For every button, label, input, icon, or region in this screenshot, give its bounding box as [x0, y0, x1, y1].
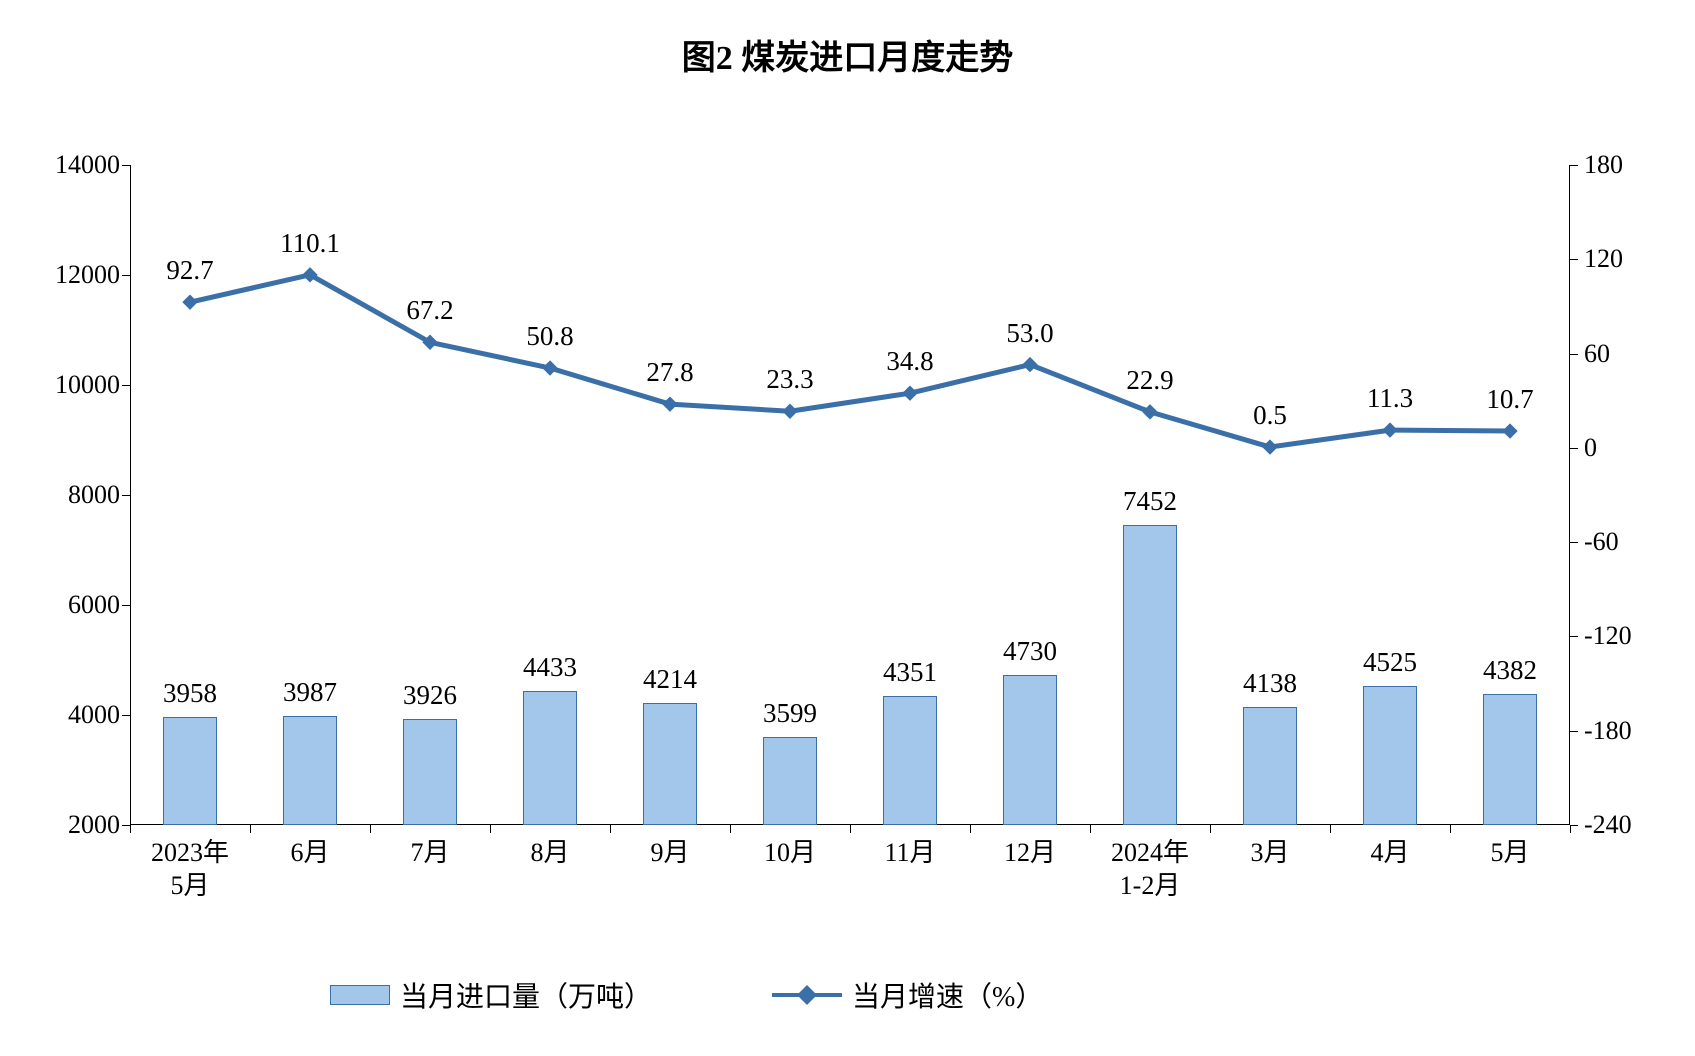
- x-tick: [610, 825, 611, 833]
- y-right-tick-label: -240: [1584, 810, 1684, 840]
- x-tick: [250, 825, 251, 833]
- y-left-tick-label: 4000: [20, 700, 120, 730]
- x-tick-label: 6月: [250, 837, 370, 870]
- x-tick: [1090, 825, 1091, 833]
- y-right-tick-label: 0: [1584, 433, 1684, 463]
- y-right-tick: [1570, 825, 1578, 826]
- line-marker: [1263, 440, 1277, 454]
- x-tick: [370, 825, 371, 833]
- y-right-tick: [1570, 259, 1578, 260]
- x-tick: [1570, 825, 1571, 833]
- line-value-label: 11.3: [1367, 383, 1413, 414]
- y-right-tick: [1570, 448, 1578, 449]
- y-right-tick-label: 60: [1584, 339, 1684, 369]
- line-value-label: 27.8: [646, 357, 693, 388]
- plot-area: 2000400060008000100001200014000-240-180-…: [130, 165, 1570, 825]
- line-value-label: 67.2: [406, 295, 453, 326]
- x-tick: [130, 825, 131, 833]
- line-series: [130, 165, 1570, 825]
- y-left-tick: [122, 495, 130, 496]
- line-marker: [1503, 424, 1517, 438]
- line-value-label: 23.3: [766, 364, 813, 395]
- line-path: [190, 275, 1510, 447]
- y-left-tick-label: 6000: [20, 590, 120, 620]
- y-right-tick-label: -120: [1584, 621, 1684, 651]
- y-right-tick: [1570, 165, 1578, 166]
- line-marker: [663, 397, 677, 411]
- y-right-tick: [1570, 354, 1578, 355]
- x-tick: [850, 825, 851, 833]
- y-right-tick: [1570, 731, 1578, 732]
- y-right-tick-label: 180: [1584, 150, 1684, 180]
- chart-container: 图2 煤炭进口月度走势 2000400060008000100001200014…: [0, 0, 1695, 1056]
- x-tick-label: 5月: [1450, 837, 1570, 870]
- line-value-label: 0.5: [1253, 400, 1287, 431]
- x-tick: [1210, 825, 1211, 833]
- y-right-tick-label: -180: [1584, 716, 1684, 746]
- x-tick-label: 10月: [730, 837, 850, 870]
- y-left-tick: [122, 715, 130, 716]
- y-left-tick-label: 8000: [20, 480, 120, 510]
- x-tick-label: 8月: [490, 837, 610, 870]
- line-value-label: 110.1: [280, 228, 340, 259]
- line-marker: [1383, 423, 1397, 437]
- y-right-tick: [1570, 542, 1578, 543]
- chart-title: 图2 煤炭进口月度走势: [0, 30, 1695, 79]
- x-tick: [1450, 825, 1451, 833]
- x-tick-label: 7月: [370, 837, 490, 870]
- legend-item: 当月增速（%）: [772, 975, 1043, 1015]
- x-tick: [490, 825, 491, 833]
- line-marker: [543, 361, 557, 375]
- y-right-tick-label: -60: [1584, 527, 1684, 557]
- x-tick: [970, 825, 971, 833]
- line-marker: [1143, 405, 1157, 419]
- line-value-label: 34.8: [886, 346, 933, 377]
- legend-label: 当月进口量（万吨）: [400, 975, 652, 1015]
- y-left-tick: [122, 165, 130, 166]
- y-left-tick-label: 10000: [20, 370, 120, 400]
- line-marker: [183, 295, 197, 309]
- x-tick-label: 11月: [850, 837, 970, 870]
- legend-label: 当月增速（%）: [852, 975, 1043, 1015]
- x-tick-label: 2024年 1-2月: [1090, 837, 1210, 902]
- line-value-label: 53.0: [1006, 318, 1053, 349]
- x-tick-label: 12月: [970, 837, 1090, 870]
- line-value-label: 10.7: [1486, 384, 1533, 415]
- y-right-tick-label: 120: [1584, 244, 1684, 274]
- x-tick: [730, 825, 731, 833]
- x-tick-label: 2023年 5月: [130, 837, 250, 902]
- line-marker: [903, 386, 917, 400]
- legend: 当月进口量（万吨） 当月增速（%）: [330, 975, 1043, 1015]
- line-marker: [1023, 358, 1037, 372]
- x-tick-label: 3月: [1210, 837, 1330, 870]
- legend-item: 当月进口量（万吨）: [330, 975, 652, 1015]
- line-value-label: 92.7: [166, 255, 213, 286]
- line-marker: [783, 404, 797, 418]
- y-right-tick: [1570, 636, 1578, 637]
- y-left-tick: [122, 605, 130, 606]
- legend-line-swatch: [772, 985, 842, 1005]
- x-tick-label: 9月: [610, 837, 730, 870]
- y-left-tick: [122, 275, 130, 276]
- line-value-label: 50.8: [526, 321, 573, 352]
- x-tick-label: 4月: [1330, 837, 1450, 870]
- y-left-tick-label: 2000: [20, 810, 120, 840]
- y-left-tick-label: 14000: [20, 150, 120, 180]
- y-left-tick: [122, 385, 130, 386]
- line-value-label: 22.9: [1126, 365, 1173, 396]
- x-tick: [1330, 825, 1331, 833]
- y-left-tick-label: 12000: [20, 260, 120, 290]
- legend-bar-swatch: [330, 985, 390, 1005]
